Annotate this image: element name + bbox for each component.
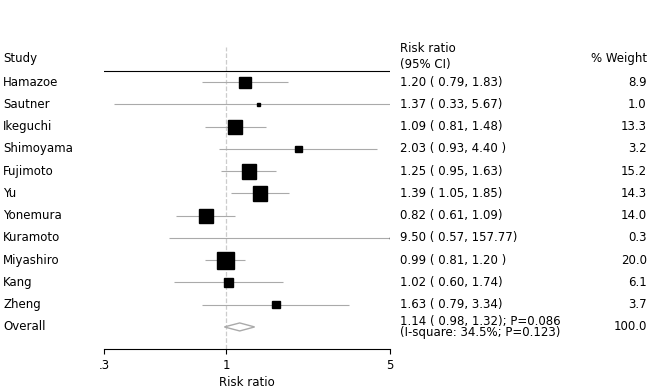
Bar <box>257 102 260 106</box>
Text: Risk ratio
(95% CI): Risk ratio (95% CI) <box>400 42 456 71</box>
Text: 1.20 ( 0.79, 1.83): 1.20 ( 0.79, 1.83) <box>400 76 502 89</box>
Bar <box>242 164 257 178</box>
Text: 1.02 ( 0.60, 1.74): 1.02 ( 0.60, 1.74) <box>400 276 502 289</box>
Bar <box>228 120 242 133</box>
Text: % Weight: % Weight <box>591 52 647 65</box>
Text: 9.50 ( 0.57, 157.77): 9.50 ( 0.57, 157.77) <box>400 231 517 244</box>
Bar <box>253 186 267 201</box>
Text: 3.7: 3.7 <box>628 298 647 311</box>
Text: 1.63 ( 0.79, 3.34): 1.63 ( 0.79, 3.34) <box>400 298 502 311</box>
Text: 13.3: 13.3 <box>621 120 647 133</box>
Text: 1.14 ( 0.98, 1.32); P=0.086: 1.14 ( 0.98, 1.32); P=0.086 <box>400 315 560 328</box>
Text: Hamazoe: Hamazoe <box>3 76 58 89</box>
Bar <box>217 252 234 268</box>
Text: 1.25 ( 0.95, 1.63): 1.25 ( 0.95, 1.63) <box>400 165 502 178</box>
Text: Study: Study <box>3 52 38 65</box>
Text: Ikeguchi: Ikeguchi <box>3 120 53 133</box>
Text: Sautner: Sautner <box>3 98 50 111</box>
Text: 6.1: 6.1 <box>628 276 647 289</box>
Text: 14.0: 14.0 <box>621 209 647 222</box>
Bar <box>199 209 213 223</box>
Text: Yonemura: Yonemura <box>3 209 62 222</box>
Bar <box>272 301 280 308</box>
Text: Overall: Overall <box>3 320 46 333</box>
Text: Kang: Kang <box>3 276 33 289</box>
Text: 20.0: 20.0 <box>621 254 647 267</box>
Text: (I-square: 34.5%; P=0.123): (I-square: 34.5%; P=0.123) <box>400 326 560 339</box>
X-axis label: Risk ratio: Risk ratio <box>219 376 275 388</box>
Text: 14.3: 14.3 <box>621 187 647 200</box>
Text: 0.99 ( 0.81, 1.20 ): 0.99 ( 0.81, 1.20 ) <box>400 254 506 267</box>
Text: 1.0: 1.0 <box>628 98 647 111</box>
Text: 2.03 ( 0.93, 4.40 ): 2.03 ( 0.93, 4.40 ) <box>400 142 506 156</box>
Text: 15.2: 15.2 <box>621 165 647 178</box>
Text: Shimoyama: Shimoyama <box>3 142 73 156</box>
Text: 8.9: 8.9 <box>628 76 647 89</box>
Text: Yu: Yu <box>3 187 16 200</box>
Text: Zheng: Zheng <box>3 298 41 311</box>
Text: 0.3: 0.3 <box>629 231 647 244</box>
Text: 1.37 ( 0.33, 5.67): 1.37 ( 0.33, 5.67) <box>400 98 502 111</box>
Text: Fujimoto: Fujimoto <box>3 165 54 178</box>
Bar <box>295 146 302 152</box>
Text: 0.82 ( 0.61, 1.09): 0.82 ( 0.61, 1.09) <box>400 209 502 222</box>
Text: 100.0: 100.0 <box>614 320 647 333</box>
Bar <box>239 76 250 88</box>
Text: 3.2: 3.2 <box>628 142 647 156</box>
Text: Miyashiro: Miyashiro <box>3 254 60 267</box>
Text: 1.09 ( 0.81, 1.48): 1.09 ( 0.81, 1.48) <box>400 120 502 133</box>
Bar <box>390 237 454 239</box>
Text: 1.39 ( 1.05, 1.85): 1.39 ( 1.05, 1.85) <box>400 187 502 200</box>
Text: Kuramoto: Kuramoto <box>3 231 60 244</box>
Bar <box>224 278 233 287</box>
